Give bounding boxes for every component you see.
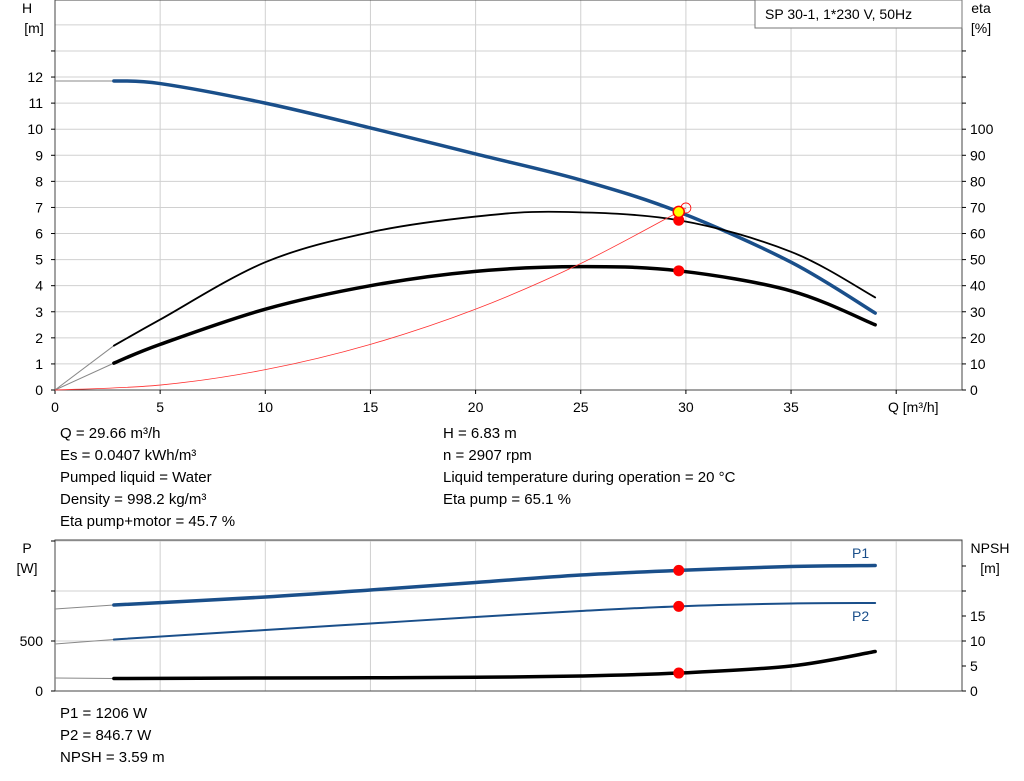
h-tick-label: 0 <box>35 382 43 398</box>
density-value: Density = 998.2 kg/m³ <box>60 491 207 508</box>
speed-value: n = 2907 rpm <box>443 447 532 464</box>
eta-tick-label: 70 <box>970 199 986 215</box>
eta-pump-curve <box>112 210 877 347</box>
p1-curve <box>112 563 877 607</box>
p1-series-label: P1 <box>852 545 869 561</box>
p2-extrapolation <box>54 639 114 645</box>
eta-total-curve <box>112 264 877 365</box>
p-tick-label: 500 <box>20 633 44 649</box>
flow-value: Q = 29.66 m³/h <box>60 425 161 442</box>
h-axis-label: H <box>22 0 32 16</box>
system-curve <box>54 207 687 391</box>
p2-curve <box>112 602 877 641</box>
eta-tick-label: 80 <box>970 173 986 189</box>
npsh-curve <box>112 649 877 681</box>
pumped-liquid-value: Pumped liquid = Water <box>60 469 212 486</box>
h-axis-unit: [m] <box>24 20 43 36</box>
h-tick-label: 10 <box>27 121 43 137</box>
h-tick-label: 3 <box>35 304 43 320</box>
npsh-axis-label: NPSH <box>971 540 1010 556</box>
eta-pump-motor-value: Eta pump+motor = 45.7 % <box>60 513 236 530</box>
h-tick-label: 2 <box>35 330 43 346</box>
npsh-axis-unit: [m] <box>980 560 999 576</box>
q-tick-label: 30 <box>678 399 694 415</box>
h-tick-label: 9 <box>35 147 43 163</box>
q-tick-label: 10 <box>258 399 274 415</box>
p-axis-unit: [W] <box>17 560 38 576</box>
q-axis-label: Q [m³/h] <box>888 399 939 415</box>
curves <box>54 79 877 681</box>
eta-tick-label: 30 <box>970 304 986 320</box>
npsh-tick-label: 15 <box>970 608 986 624</box>
top-grid <box>51 0 966 394</box>
h-curve <box>112 79 877 315</box>
p2-series-label: P2 <box>852 608 869 624</box>
npsh-extrapolation <box>54 677 114 679</box>
q-tick-label: 15 <box>363 399 379 415</box>
legend-box <box>754 0 963 29</box>
npsh-operating-point <box>673 667 685 679</box>
eta-total-operating-point <box>673 265 685 277</box>
eta-pump-value: Eta pump = 65.1 % <box>443 491 571 508</box>
eta-tick-label: 60 <box>970 226 986 242</box>
h-tick-label: 5 <box>35 252 43 268</box>
npsh-tick-label: 10 <box>970 633 986 649</box>
h-tick-label: 8 <box>35 173 43 189</box>
eta-tick-label: 90 <box>970 147 986 163</box>
head-operating-point <box>672 205 685 219</box>
top-plot-frame <box>54 0 963 391</box>
h-tick-label: 12 <box>27 69 43 85</box>
bottom-grid <box>51 539 966 692</box>
eta-tick-label: 10 <box>970 356 986 372</box>
eta-tick-label: 100 <box>970 121 994 137</box>
specific-energy-value: Es = 0.0407 kWh/m³ <box>60 447 197 464</box>
q-tick-label: 5 <box>156 399 164 415</box>
legend-title: SP 30-1, 1*230 V, 50Hz <box>765 6 912 22</box>
p1-value: P1 = 1206 W <box>60 705 148 722</box>
h-tick-label: 1 <box>35 356 43 372</box>
eta-axis-unit: [%] <box>971 20 991 36</box>
markers <box>672 202 692 679</box>
p1-extrapolation <box>54 604 114 610</box>
eta-tick-label: 0 <box>970 382 978 398</box>
q-tick-label: 25 <box>573 399 589 415</box>
eta-axis-label: eta <box>971 0 991 16</box>
head-value: H = 6.83 m <box>443 425 517 442</box>
eta-tick-label: 20 <box>970 330 986 346</box>
p2-value: P2 = 846.7 W <box>60 727 152 744</box>
results-right: H = 6.83 m n = 2907 rpm Liquid temperatu… <box>443 423 735 511</box>
h-tick-label: 6 <box>35 226 43 242</box>
eta-total-extrapolation <box>54 362 115 391</box>
npsh-value: NPSH = 3.59 m <box>60 749 165 766</box>
npsh-tick-label: 0 <box>970 683 978 699</box>
h-tick-label: 11 <box>28 95 43 111</box>
results-power: P1 = 1206 W P2 = 846.7 W NPSH = 3.59 m <box>60 703 165 769</box>
p-tick-label: 0 <box>35 683 43 699</box>
h-tick-label: 4 <box>35 278 43 294</box>
liquid-temperature-value: Liquid temperature during operation = 20… <box>443 469 736 486</box>
p2-operating-point <box>673 600 685 612</box>
p-axis-label: P <box>22 540 31 556</box>
q-tick-label: 20 <box>468 399 484 415</box>
p1-operating-point <box>673 564 685 576</box>
eta-tick-label: 40 <box>970 278 986 294</box>
eta-tick-label: 50 <box>970 252 986 268</box>
q-tick-label: 35 <box>783 399 799 415</box>
npsh-tick-label: 5 <box>970 658 978 674</box>
results-left: Q = 29.66 m³/h Es = 0.0407 kWh/m³ Pumped… <box>60 423 235 533</box>
eta-pump-extrapolation <box>54 345 115 391</box>
h-tick-label: 7 <box>35 199 43 215</box>
q-tick-label: 0 <box>51 399 59 415</box>
